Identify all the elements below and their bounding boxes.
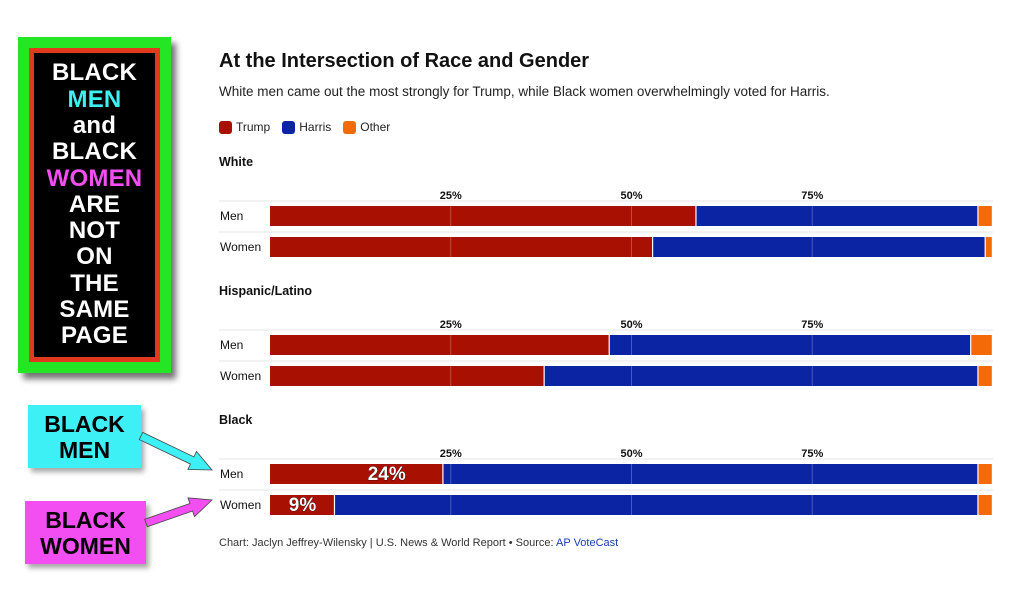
legend-item-other: Other [343,120,390,134]
poster-graphic: BLACK MEN and BLACK WOMEN ARE NOT ON THE SAME PAGE [18,37,171,373]
row-label-hispanic-latino-women: Women [220,369,261,383]
bar-black-men-harris [443,464,978,484]
bar-hispanic-latino-men-trump [270,335,609,355]
callout-men-line-2: MEN [58,436,111,463]
bar-white-women-trump [270,237,652,257]
legend-item-trump: Trump [219,120,270,134]
tick-label-black-50: 50% [620,448,642,460]
annotation-black-women: 9% [289,495,317,516]
poster-line-9: SAME [59,296,130,324]
row-label-hispanic-latino-men: Men [220,338,243,352]
tick-label-black-75: 75% [801,448,823,460]
source-link[interactable]: AP VoteCast [556,537,619,549]
callout-women-line-2: WOMEN [40,532,131,559]
tick-label-black-25: 25% [440,448,462,460]
row-label-white-men: Men [220,209,243,223]
callout-men-line-1: BLACK [44,410,125,437]
tick-label-white-75: 75% [801,190,823,202]
callout-black-men: BLACK MEN [28,405,141,468]
bar-white-men-trump [270,206,696,226]
group-label-black: Black [219,413,252,427]
poster-line-2: and [72,111,117,139]
chart-legend: Trump Harris Other [219,120,390,134]
legend-label-trump: Trump [236,120,271,134]
bar-hispanic-latino-women-other [978,366,992,386]
bar-white-men-harris [696,206,978,226]
callout-black-women: BLACK WOMEN [25,501,146,564]
bar-black-women-other [978,495,992,515]
legend-swatch-other [343,120,357,134]
row-label-white-women: Women [220,240,261,254]
bar-hispanic-latino-women-harris [544,366,978,386]
poster-line-8: THE [70,269,119,297]
tick-label-hispanic-latino-25: 25% [440,319,462,331]
bar-hispanic-latino-men-other [971,335,992,355]
legend-label-harris: Harris [299,120,332,134]
poster-line-1: MEN [67,85,122,113]
annotation-black-men: 24% [368,464,406,485]
poster-line-5: ARE [68,190,121,218]
row-label-black-men: Men [220,467,243,481]
bar-black-men-trump [270,464,443,484]
row-label-black-women: Women [220,498,261,512]
bar-white-women-harris [653,237,985,257]
poster-line-0: BLACK [52,59,137,87]
poster-line-7: ON [76,243,113,271]
group-label-hispanic-latino: Hispanic/Latino [219,284,312,298]
bar-black-men-other [978,464,992,484]
group-label-white: White [219,155,253,169]
poster-line-10: PAGE [60,322,129,350]
bar-black-women-harris [335,495,978,515]
arrow-black-women-shape [144,497,213,528]
bar-hispanic-latino-women-trump [270,366,544,386]
legend-item-harris: Harris [282,120,331,134]
poster-text-panel: BLACK MEN and BLACK WOMEN ARE NOT ON THE SAME PAGE [34,53,155,357]
chart-source: Chart: Jaclyn Jeffrey-Wilensky | U.S. Ne… [219,537,618,549]
bar-white-women-other [985,237,992,257]
bar-black-women-trump [270,495,334,515]
callout-women-line-1: BLACK [45,506,126,533]
bar-white-men-other [978,206,992,226]
arrow-black-women [144,497,213,528]
arrow-black-men-shape [138,431,213,471]
legend-label-other: Other [360,120,391,134]
tick-label-white-50: 50% [620,190,642,202]
tick-label-white-25: 25% [440,190,462,202]
bar-hispanic-latino-men-harris [609,335,971,355]
tick-label-hispanic-latino-75: 75% [801,319,823,331]
legend-swatch-trump [219,120,232,134]
poster-line-6: NOT [68,217,121,245]
chart-subtitle: White men came out the most strongly for… [219,84,830,99]
poster-border: BLACK MEN and BLACK WOMEN ARE NOT ON THE SAME PAGE [29,48,160,362]
source-credit: Chart: Jaclyn Jeffrey-Wilensky | U.S. Ne… [219,537,557,549]
poster-line-3: BLACK [52,138,137,166]
tick-label-hispanic-latino-50: 50% [620,319,642,331]
chart-title: At the Intersection of Race and Gender [219,50,590,72]
legend-swatch-harris [282,120,296,134]
arrow-black-men [138,431,213,471]
poster-line-4: WOMEN [46,164,143,192]
